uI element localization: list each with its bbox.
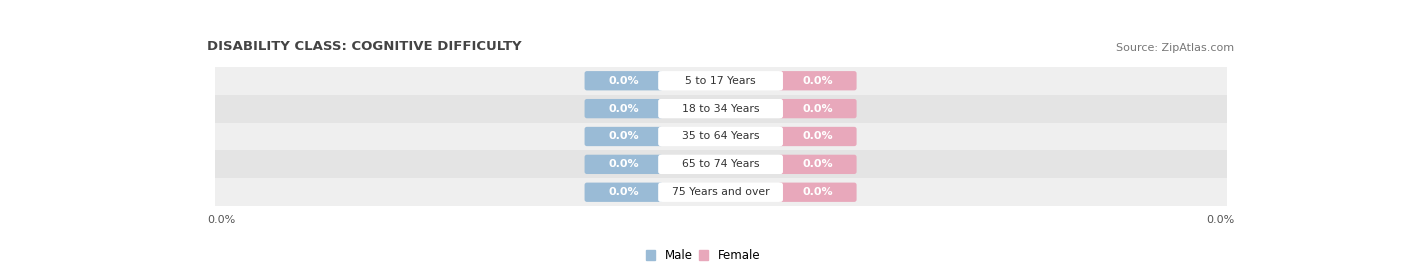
FancyBboxPatch shape (215, 150, 1226, 178)
FancyBboxPatch shape (658, 71, 783, 90)
FancyBboxPatch shape (585, 71, 662, 90)
FancyBboxPatch shape (658, 99, 783, 118)
FancyBboxPatch shape (215, 67, 1226, 95)
FancyBboxPatch shape (779, 71, 856, 90)
FancyBboxPatch shape (585, 155, 662, 174)
Text: 0.0%: 0.0% (803, 132, 832, 142)
FancyBboxPatch shape (585, 183, 662, 202)
Text: 18 to 34 Years: 18 to 34 Years (682, 104, 759, 114)
FancyBboxPatch shape (779, 155, 856, 174)
Text: 0.0%: 0.0% (207, 215, 235, 225)
FancyBboxPatch shape (779, 183, 856, 202)
FancyBboxPatch shape (585, 127, 662, 146)
Text: 0.0%: 0.0% (609, 187, 638, 197)
Text: 0.0%: 0.0% (803, 187, 832, 197)
FancyBboxPatch shape (215, 95, 1226, 122)
Text: 0.0%: 0.0% (609, 159, 638, 169)
Text: 0.0%: 0.0% (609, 76, 638, 86)
Text: 75 Years and over: 75 Years and over (672, 187, 769, 197)
Text: 0.0%: 0.0% (609, 132, 638, 142)
FancyBboxPatch shape (779, 127, 856, 146)
FancyBboxPatch shape (658, 127, 783, 146)
FancyBboxPatch shape (779, 99, 856, 118)
Text: 35 to 64 Years: 35 to 64 Years (682, 132, 759, 142)
FancyBboxPatch shape (658, 183, 783, 202)
FancyBboxPatch shape (658, 155, 783, 174)
FancyBboxPatch shape (585, 99, 662, 118)
Text: 65 to 74 Years: 65 to 74 Years (682, 159, 759, 169)
Text: 0.0%: 0.0% (803, 159, 832, 169)
Text: 0.0%: 0.0% (803, 76, 832, 86)
FancyBboxPatch shape (215, 178, 1226, 206)
Text: Source: ZipAtlas.com: Source: ZipAtlas.com (1116, 43, 1234, 53)
Legend: Male, Female: Male, Female (645, 249, 761, 262)
FancyBboxPatch shape (215, 122, 1226, 150)
Text: 0.0%: 0.0% (1206, 215, 1234, 225)
Text: 0.0%: 0.0% (803, 104, 832, 114)
Text: 5 to 17 Years: 5 to 17 Years (685, 76, 756, 86)
Text: DISABILITY CLASS: COGNITIVE DIFFICULTY: DISABILITY CLASS: COGNITIVE DIFFICULTY (207, 40, 522, 53)
Text: 0.0%: 0.0% (609, 104, 638, 114)
